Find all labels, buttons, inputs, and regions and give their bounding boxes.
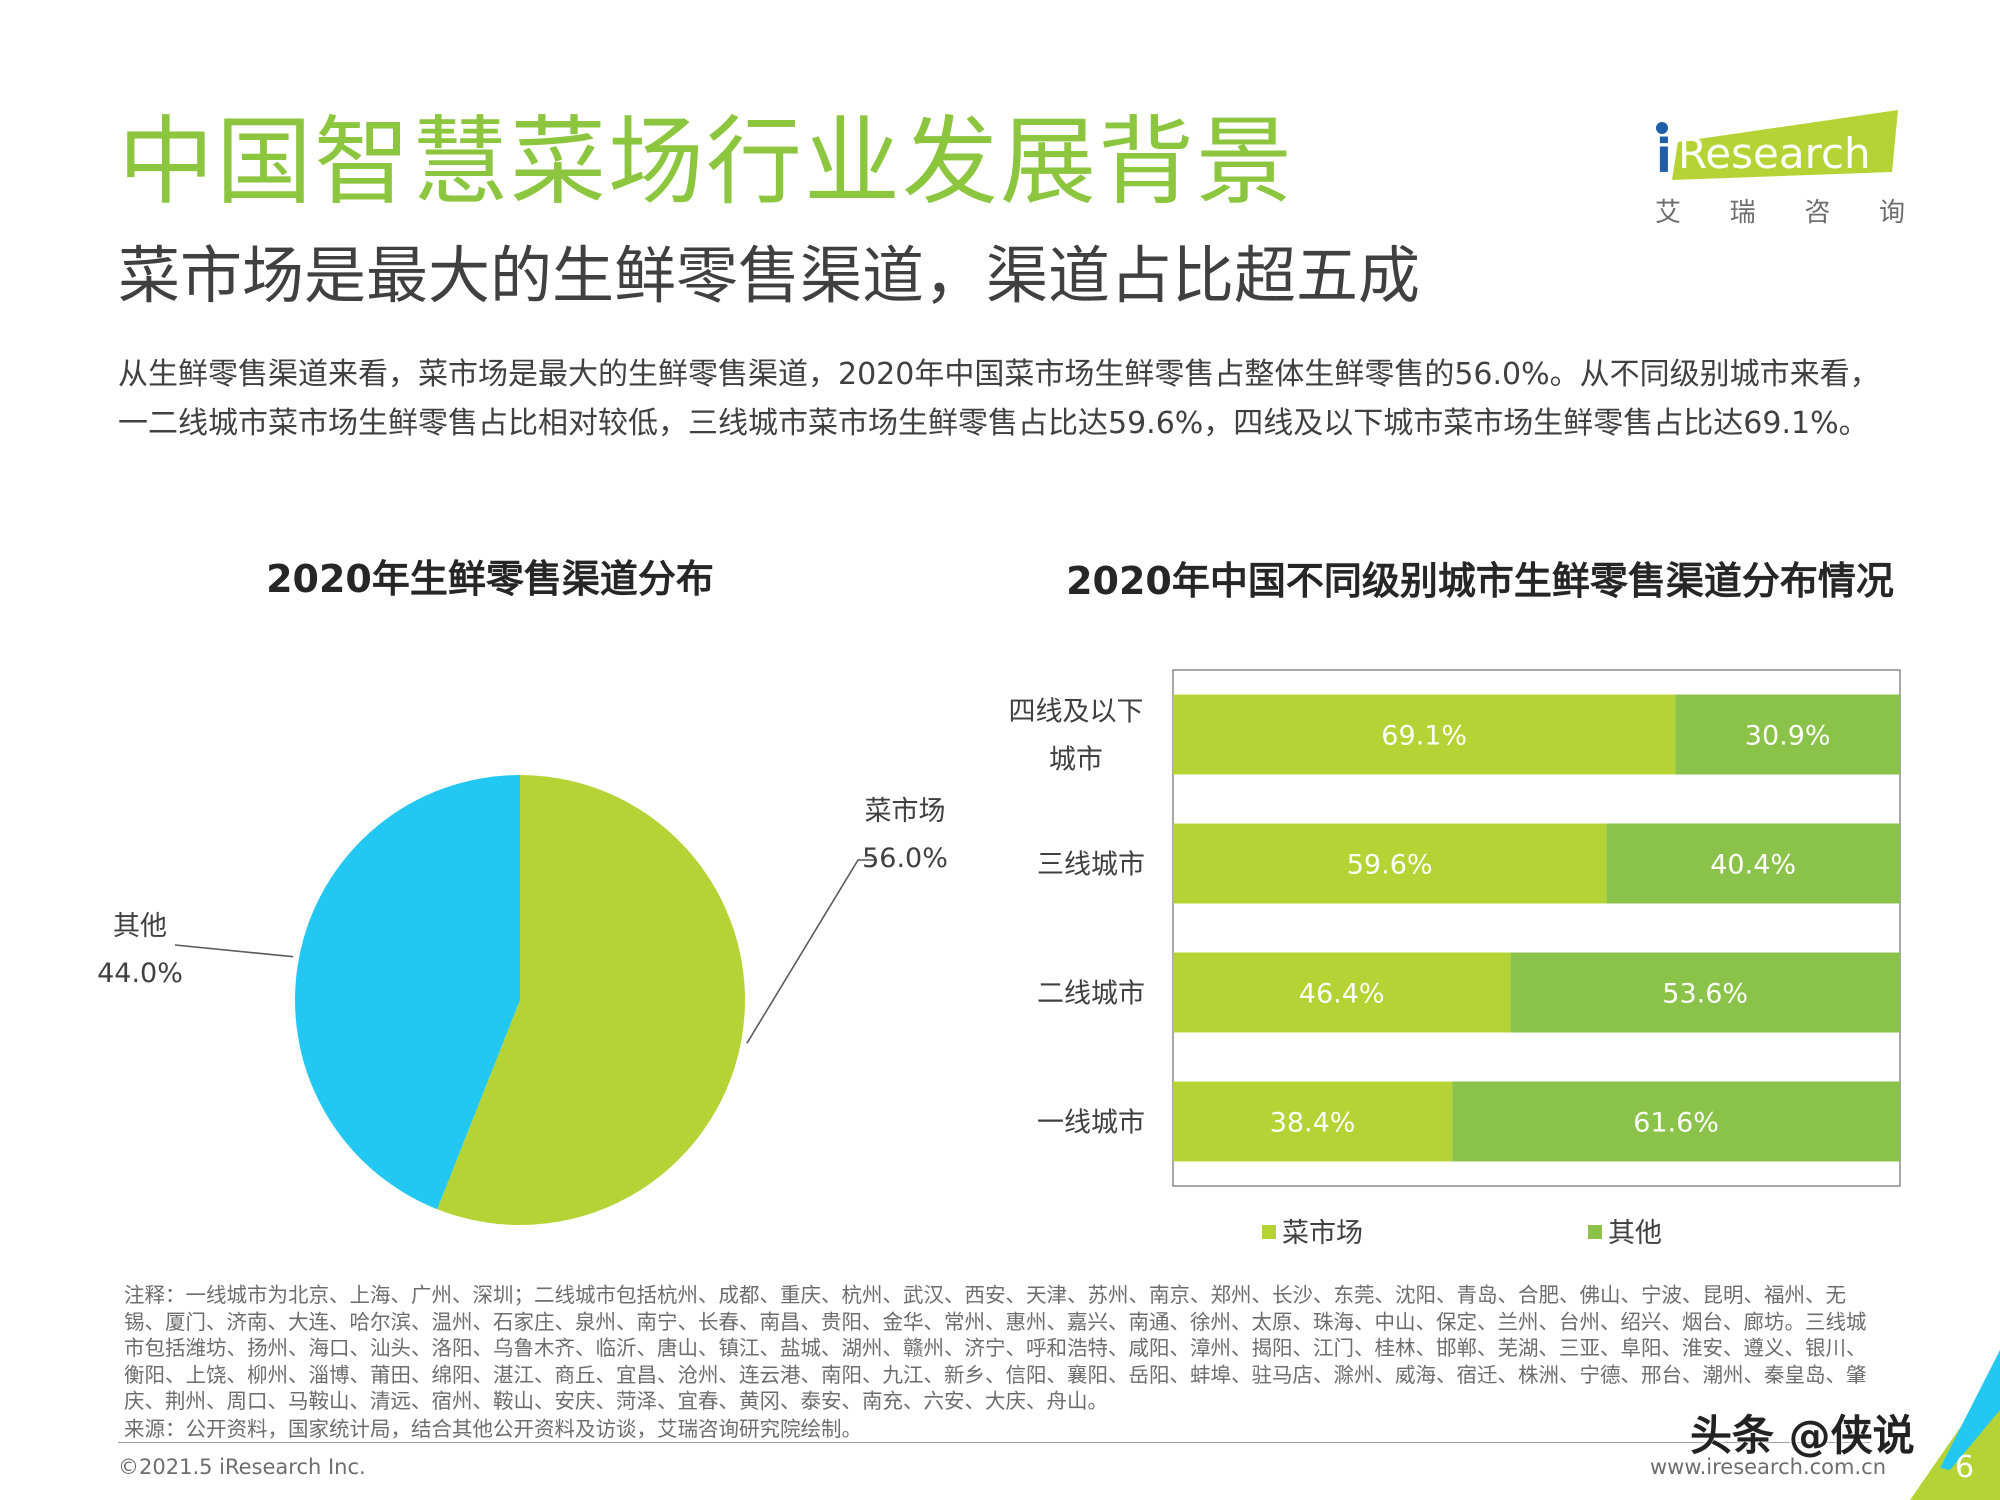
bar-segment — [1173, 1081, 1453, 1162]
bar-data-label: 59.6% — [1347, 850, 1433, 881]
logo-cn-char: 瑞 — [1729, 198, 1756, 228]
category-tick-label: 二线城市 — [1037, 979, 1145, 1010]
page-title: 中国智慧菜场行业发展背景 — [118, 106, 1294, 218]
bar-data-label: 61.6% — [1633, 1108, 1719, 1139]
logo-dot — [1656, 122, 1668, 134]
category-tick-label: 三线城市 — [1037, 850, 1145, 881]
bar-data-label: 38.4% — [1270, 1108, 1356, 1139]
category-tick-label: 一线城市 — [1037, 1108, 1145, 1139]
legend-label: 菜市场 — [1282, 1218, 1363, 1249]
bar-segment — [1173, 952, 1511, 1033]
stacked-bar-chart: 69.1% 30.9% 四线及以下城市 59.6% 40.4% 三线城市 46.4% 53.6… — [1009, 669, 1901, 1249]
legend-label: 其他 — [1608, 1218, 1662, 1249]
watermark: 头条 @侠说 — [1690, 1411, 1915, 1460]
bar-data-label: 69.1% — [1381, 721, 1467, 752]
legend-swatch — [1588, 1225, 1602, 1239]
legend-swatch — [1262, 1225, 1276, 1239]
pie-slice — [437, 775, 745, 1225]
pie-slice — [294, 775, 520, 1210]
category-tick-label: 城市 — [1049, 745, 1103, 776]
footnote-notes: 注释：一线城市为北京、上海、广州、深圳；二线城市包括杭州、成都、重庆、杭州、武汉… — [124, 1283, 1867, 1413]
bar-segment — [1452, 1081, 1900, 1162]
page-number: 6 — [1955, 1450, 1975, 1485]
copyright: ©2021.5 iResearch Inc. — [118, 1455, 366, 1479]
logo-name: Research — [1678, 129, 1871, 178]
page-subtitle: 菜市场是最大的生鲜零售渠道，渠道占比超五成 — [118, 239, 1421, 312]
footnote-source: 来源：公开资料，国家统计局，结合其他公开资料及访谈，艾瑞咨询研究院绘制。 — [124, 1417, 862, 1441]
bar-chart-title: 2020年中国不同级别城市生鲜零售渠道分布情况 — [1066, 559, 1894, 603]
plot-frame — [1172, 669, 1901, 1187]
logo-cn-text: 艾 瑞 咨 询 — [1655, 192, 1905, 229]
logo-cn-char: 艾 — [1655, 198, 1682, 228]
pie-label: 菜市场 — [865, 796, 946, 827]
logo-banner — [1672, 110, 1898, 180]
pie-value-label: 56.0% — [862, 843, 948, 874]
bar-data-label: 53.6% — [1662, 979, 1748, 1010]
bar-segment — [1510, 952, 1900, 1033]
bar-data-label: 30.9% — [1745, 721, 1831, 752]
summary-paragraph: 从生鲜零售渠道来看，菜市场是最大的生鲜零售渠道，2020年中国菜市场生鲜零售占整… — [118, 357, 1880, 441]
corner-decoration — [1910, 1350, 2000, 1500]
pie-chart-title: 2020年生鲜零售渠道分布 — [266, 557, 714, 601]
logo-cn-char: 咨 — [1804, 198, 1831, 228]
category-tick-label: 四线及以下 — [1009, 697, 1144, 728]
footer-divider — [118, 1442, 1870, 1443]
bar-segment — [1675, 694, 1900, 775]
logo-cn-char: 询 — [1878, 198, 1905, 228]
logo-i: i — [1656, 129, 1672, 183]
pie-value-label: 44.0% — [97, 958, 183, 989]
bar-data-label: 40.4% — [1710, 850, 1796, 881]
pie-leader-line — [746, 859, 876, 1044]
iresearch-logo: i Research — [1656, 110, 1898, 183]
pie-leader-line — [174, 944, 294, 958]
bar-segment — [1173, 694, 1676, 775]
bar-segment — [1173, 823, 1607, 904]
bar-segment — [1606, 823, 1900, 904]
website-link[interactable]: www.iresearch.com.cn — [1650, 1455, 1887, 1479]
pie-chart: 菜市场 56.0% 其他 44.0% — [97, 775, 948, 1225]
pie-label: 其他 — [113, 911, 167, 942]
bar-data-label: 46.4% — [1299, 979, 1385, 1010]
